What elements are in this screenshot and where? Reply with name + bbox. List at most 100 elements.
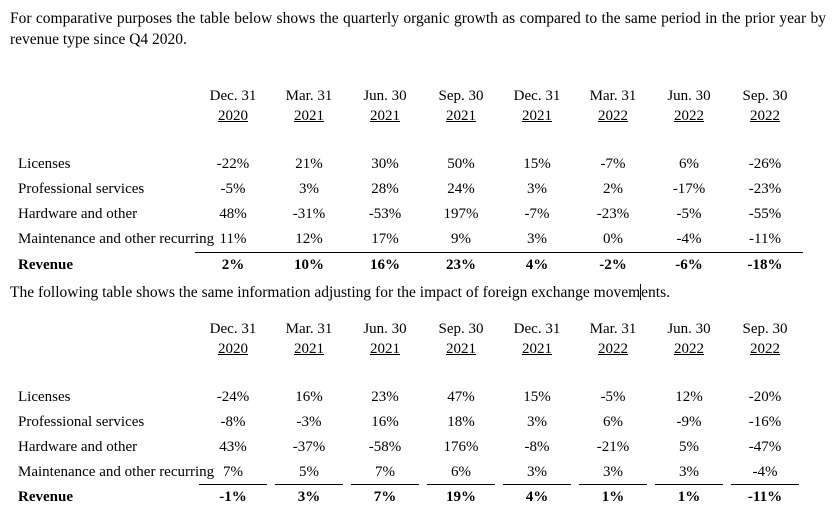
row-label: Hardware and other (18, 439, 138, 455)
table-row: Maintenance and other recurring 7% 5% 7% 6% 3… (10, 460, 826, 485)
column-header-date: Jun. 30 (363, 88, 407, 104)
fx-paragraph-text-after: ents. (641, 284, 671, 301)
growth-value-cell: 17% (371, 231, 399, 247)
column-header: Sep. 30 2021 (423, 319, 499, 359)
growth-value-cell: -5% (676, 206, 702, 222)
column-header: Sep. 30 2022 (727, 319, 803, 359)
column-header-year: 2021 (294, 108, 324, 124)
column-header-year: 2022 (598, 108, 628, 124)
column-header-date: Sep. 30 (742, 321, 788, 337)
document-page[interactable]: For comparative purposes the table below… (10, 8, 826, 510)
growth-value-cell: 3% (499, 460, 575, 485)
growth-value-cell: -22% (216, 156, 250, 172)
growth-value-cell: -9% (676, 414, 702, 430)
growth-value-cell: 7% (347, 460, 423, 485)
growth-value-cell: -4% (676, 231, 702, 247)
table-row: Licenses -22% 21% 30% 50% 15% -7% 6% -26% (10, 152, 826, 177)
growth-value-cell: 1% (601, 489, 625, 505)
growth-value-cell: -7% (524, 206, 550, 222)
column-header-date: Sep. 30 (438, 88, 484, 104)
growth-value-cell: 15% (523, 389, 551, 405)
column-header-date: Dec. 31 (209, 88, 257, 104)
organic-growth-table: Dec. 31 2020 Mar. 31 2021 Jun. 30 2021 Sep. 30… (10, 86, 826, 278)
column-header-date: Jun. 30 (667, 321, 711, 337)
growth-value-cell: 2% (221, 257, 245, 273)
row-label: Professional services (18, 181, 145, 197)
growth-value-cell: 3% (299, 181, 319, 197)
header-columns: Dec. 31 2020 Mar. 31 2021 Jun. 30 2021 Sep. 30… (195, 86, 803, 126)
growth-value-cell: -47% (748, 439, 782, 455)
header-columns: Dec. 31 2020 Mar. 31 2021 Jun. 30 2021 Sep. 30… (195, 319, 803, 359)
fx-paragraph-text-before: The following table shows the same infor… (10, 284, 641, 301)
growth-value-cell: -11% (749, 231, 781, 247)
header-label-spacer (10, 319, 195, 359)
growth-value-cell: -23% (596, 206, 630, 222)
column-header: Jun. 30 2022 (651, 319, 727, 359)
growth-value-cell: 47% (447, 389, 475, 405)
table-row: Revenue 2% 10% 16% 23% 4% -2% -6% -18% (10, 253, 826, 278)
growth-value-cell: 28% (371, 181, 399, 197)
growth-value-cell: 7% (373, 489, 397, 505)
fx-paragraph: The following table shows the same infor… (10, 282, 826, 303)
column-header: Dec. 31 2020 (195, 319, 271, 359)
growth-value-cell: 30% (371, 156, 399, 172)
row-label: Revenue (18, 489, 73, 505)
column-header: Jun. 30 2021 (347, 319, 423, 359)
growth-value-cell: -7% (600, 156, 626, 172)
growth-value-cell: 2% (603, 181, 623, 197)
growth-value-cell: -26% (748, 156, 782, 172)
column-header-date: Mar. 31 (285, 321, 333, 337)
header-label-spacer (10, 86, 195, 126)
growth-value-cell: 15% (523, 156, 551, 172)
column-header-year: 2022 (674, 108, 704, 124)
growth-value-cell: 5% (271, 460, 347, 485)
growth-value-cell: 3% (527, 231, 547, 247)
growth-value-cell: -1% (219, 489, 247, 505)
growth-value-cell: 3% (527, 181, 547, 197)
growth-value-cell: 16% (371, 414, 399, 430)
column-header-date: Jun. 30 (667, 88, 711, 104)
column-header-year: 2022 (750, 341, 780, 357)
growth-value-cell: -17% (672, 181, 706, 197)
column-header-year: 2021 (370, 341, 400, 357)
column-header-date: Mar. 31 (589, 88, 637, 104)
growth-value-cell: 23% (371, 389, 399, 405)
growth-value-cell: 21% (295, 156, 323, 172)
column-header: Jun. 30 2021 (347, 86, 423, 126)
growth-value-cell: -53% (368, 206, 402, 222)
table-row: Professional services -5% 3% 28% 24% 3% 2% -17%… (10, 177, 826, 202)
column-header-year: 2021 (522, 108, 552, 124)
column-header-year: 2022 (750, 108, 780, 124)
growth-value-cell: -5% (600, 389, 626, 405)
row-label: Maintenance and other recurring (18, 464, 215, 480)
column-header: Sep. 30 2021 (423, 86, 499, 126)
row-label: Licenses (18, 156, 71, 172)
growth-value-cell: 23% (446, 257, 476, 273)
intro-paragraph: For comparative purposes the table below… (10, 10, 826, 48)
row-label: Licenses (18, 389, 71, 405)
column-header: Mar. 31 2022 (575, 319, 651, 359)
growth-value-cell: -18% (747, 257, 783, 273)
column-header: Mar. 31 2021 (271, 86, 347, 126)
growth-value-cell: -55% (748, 206, 782, 222)
growth-value-cell: 11% (219, 231, 247, 247)
column-header-date: Mar. 31 (589, 321, 637, 337)
column-header-date: Dec. 31 (513, 88, 561, 104)
growth-value-cell: 3% (297, 489, 321, 505)
growth-value-cell: 3% (575, 460, 651, 485)
text-cursor-caret (640, 284, 642, 300)
growth-value-cell: 7% (195, 460, 271, 485)
growth-value-cell: 16% (370, 257, 400, 273)
growth-value-cell: -58% (368, 439, 402, 455)
column-header-year: 2022 (674, 341, 704, 357)
row-label: Revenue (18, 257, 73, 273)
column-header: Mar. 31 2021 (271, 319, 347, 359)
growth-value-cell: 18% (447, 414, 475, 430)
fx-adjusted-growth-table: Dec. 31 2020 Mar. 31 2021 Jun. 30 2021 Sep. 30… (10, 319, 826, 510)
growth-value-cell: -2% (599, 257, 627, 273)
row-label: Professional services (18, 414, 145, 430)
growth-value-cell: 6% (423, 460, 499, 485)
growth-value-cell: -8% (524, 439, 550, 455)
row-values: -1% 3% 7% 19% 4% 1% 1% -11% (195, 485, 803, 510)
growth-value-cell: 48% (219, 206, 247, 222)
